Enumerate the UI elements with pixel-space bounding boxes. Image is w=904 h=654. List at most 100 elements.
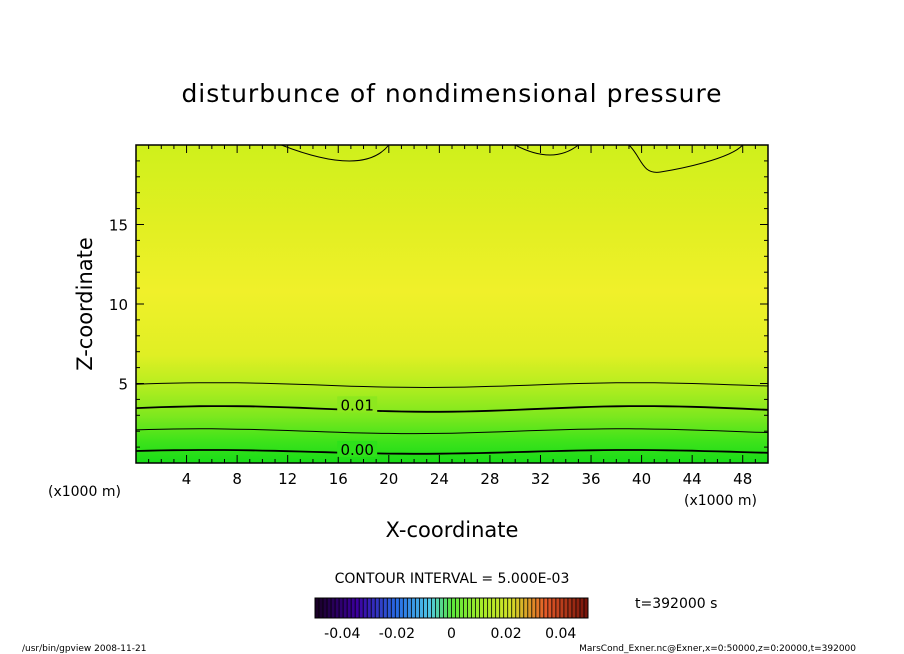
y-tick-label-0: 5: [118, 376, 128, 394]
colorbar-cell: [387, 598, 392, 618]
footer-left: /usr/bin/gpview 2008-11-21: [22, 644, 146, 654]
colorbar-cell: [559, 598, 564, 618]
colorbar-cell: [367, 598, 372, 618]
pressure-field: [136, 145, 768, 463]
colorbar-cell: [439, 598, 444, 618]
contour-lines: [136, 145, 768, 455]
colorbar-cell: [459, 598, 464, 618]
x-unit-right: (x1000 m): [684, 493, 757, 509]
colorbar-cell: [447, 598, 452, 618]
contour-cell-top-1: [281, 145, 390, 162]
colorbar-cell: [419, 598, 424, 618]
colorbar-cell: [543, 598, 548, 618]
colorbar-cell: [563, 598, 568, 618]
contour-line-3: [136, 449, 768, 455]
x-tick-label-3: 16: [329, 470, 348, 488]
x-tick-label-6: 28: [480, 470, 499, 488]
colorbar-cell: [339, 598, 344, 618]
colorbar-cell: [479, 598, 484, 618]
colorbar-tick-label-3: 0.02: [491, 626, 522, 642]
colorbar-cell: [503, 598, 508, 618]
contour-label-bg: [337, 440, 378, 457]
colorbar-cell: [399, 598, 404, 618]
colorbar-cell: [343, 598, 348, 618]
colorbar-cell: [359, 598, 364, 618]
colorbar-cell: [491, 598, 496, 618]
colorbar-tick-label-2: 0: [447, 626, 456, 642]
x-tick-label-9: 40: [632, 470, 651, 488]
colorbar-cell: [411, 598, 416, 618]
colorbar-frame: [314, 597, 589, 619]
colorbar-tick-labels: -0.04 -0.02 0 0.02 0.04: [324, 626, 576, 642]
colorbar-cell: [379, 598, 384, 618]
time-label: t=392000 s: [635, 596, 717, 612]
colorbar-cell: [391, 598, 396, 618]
contour-line-1: [136, 405, 768, 413]
colorbar-cell: [551, 598, 556, 618]
colorbar-cell: [571, 598, 576, 618]
colorbar-cell: [495, 598, 500, 618]
colorbar-cell: [435, 598, 440, 618]
x-unit-left: (x1000 m): [48, 484, 121, 500]
colorbar-cell: [455, 598, 460, 618]
colorbar-cell: [331, 598, 336, 618]
colorbar-cell: [499, 598, 504, 618]
contour-cell-top-2: [514, 145, 579, 156]
contour-line-2: [136, 428, 768, 435]
colorbar-cell: [443, 598, 448, 618]
chart-title: disturbunce of nondimensional pressure: [181, 79, 722, 108]
colorbar-cell: [375, 598, 380, 618]
colorbar-cell: [463, 598, 468, 618]
x-tick-label-2: 12: [278, 470, 297, 488]
colorbar-cell: [395, 598, 400, 618]
colorbar-cell: [415, 598, 420, 618]
colorbar-cell: [483, 598, 488, 618]
colorbar-cell: [327, 598, 332, 618]
contour-interval-label: CONTOUR INTERVAL = 5.000E-03: [335, 571, 570, 587]
x-tick-label-4: 20: [379, 470, 398, 488]
colorbar-cell: [567, 598, 572, 618]
colorbar-cell: [579, 598, 584, 618]
colorbar-cell: [347, 598, 352, 618]
colorbar-cell: [431, 598, 436, 618]
colorbar-cell: [351, 598, 356, 618]
colorbar-cell: [371, 598, 376, 618]
contour-labels: 0.01 0.00: [337, 396, 378, 459]
colorbar-cell: [547, 598, 552, 618]
colorbar-cell: [519, 598, 524, 618]
contour-label-bg: [337, 396, 378, 413]
colorbar-cell: [467, 598, 472, 618]
contour-label-text: 0.01: [340, 396, 373, 414]
colorbar-cell: [323, 598, 328, 618]
colorbar-cell: [315, 598, 320, 618]
colorbar-cell: [335, 598, 340, 618]
colorbar-cell: [451, 598, 456, 618]
colorbar-cell: [427, 598, 432, 618]
contour-line-0: [136, 382, 768, 389]
x-tick-label-5: 24: [430, 470, 449, 488]
x-tick-labels: 4 8 12 16 20 24 28 32 36 40 44 48: [182, 470, 752, 488]
contour-label-0: 0.01: [337, 396, 378, 414]
colorbar-cell: [531, 598, 536, 618]
colorbar-stripes: [314, 598, 588, 618]
contour-label-text: 0.00: [340, 441, 373, 459]
colorbar-cell: [515, 598, 520, 618]
colorbar-cell: [383, 598, 388, 618]
x-tick-label-8: 36: [581, 470, 600, 488]
colorbar-cell: [527, 598, 532, 618]
x-axis-label: X-coordinate: [386, 518, 519, 542]
y-tick-label-1: 10: [109, 296, 128, 314]
y-tick-label-2: 15: [109, 217, 128, 235]
colorbar-cell: [555, 598, 560, 618]
x-tick-label-10: 44: [683, 470, 702, 488]
colorbar-cell: [487, 598, 492, 618]
x-tick-label-0: 4: [182, 470, 192, 488]
colorbar-cell: [355, 598, 360, 618]
colorbar-cell: [511, 598, 516, 618]
colorbar-cell: [423, 598, 428, 618]
colorbar-cell: [403, 598, 408, 618]
colorbar-cell: [523, 598, 528, 618]
colorbar-cell: [583, 598, 588, 618]
colorbar-cell: [539, 598, 544, 618]
